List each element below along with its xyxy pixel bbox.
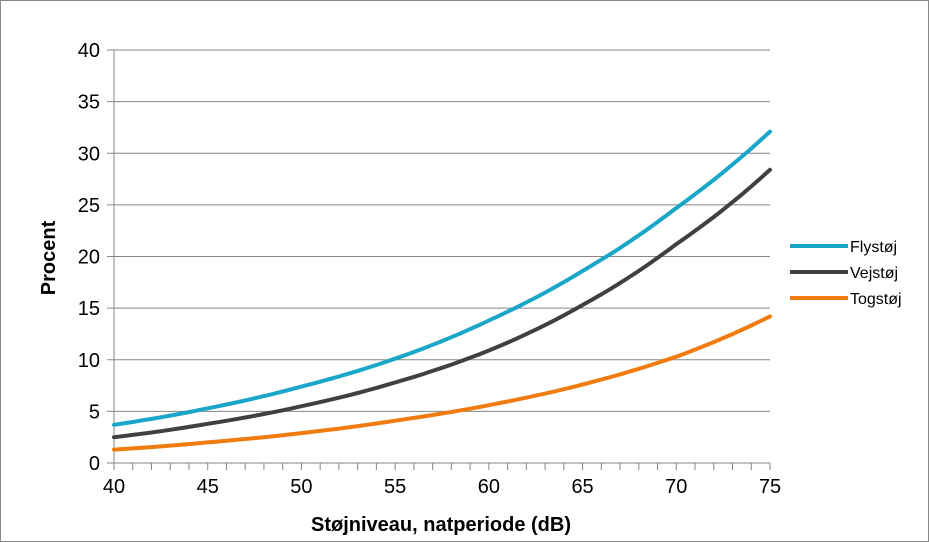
x-tick-label: 65 — [571, 476, 593, 498]
x-tick-label: 45 — [197, 476, 219, 498]
legend: Flystøj Vejstøj Togstøj — [790, 239, 902, 308]
legend-label: Togstøj — [850, 291, 902, 308]
x-axis-title: Støjniveau, natperiode (dB) — [311, 514, 571, 536]
y-tick-label: 35 — [78, 92, 100, 114]
x-tick-label: 60 — [478, 476, 500, 498]
legend-label: Vejstøj — [850, 265, 898, 282]
y-tick-label: 40 — [78, 40, 100, 62]
y-tick-label: 5 — [89, 401, 100, 423]
y-axis-title: Procent — [38, 220, 60, 295]
y-tick-label: 20 — [78, 247, 100, 269]
y-tick-label: 25 — [78, 195, 100, 217]
series-line — [112, 314, 772, 452]
x-tick-label: 40 — [103, 476, 125, 498]
y-tick-label: 30 — [78, 143, 100, 165]
x-tick-label: 50 — [290, 476, 312, 498]
axes — [107, 49, 771, 470]
y-tick-label: 15 — [78, 298, 100, 320]
series-line — [112, 167, 772, 440]
x-tick-label: 75 — [759, 476, 781, 498]
legend-label: Flystøj — [850, 239, 897, 256]
x-tick-label: 55 — [384, 476, 406, 498]
y-tick-label: 0 — [89, 453, 100, 475]
series-line — [112, 129, 772, 427]
tick-labels: 0 5 10 15 20 25 30 35 40 40 45 50 55 60 65 70 75 — [78, 40, 781, 498]
x-tick-label: 70 — [665, 476, 687, 498]
series-lines — [112, 129, 772, 452]
y-tick-label: 10 — [78, 350, 100, 372]
